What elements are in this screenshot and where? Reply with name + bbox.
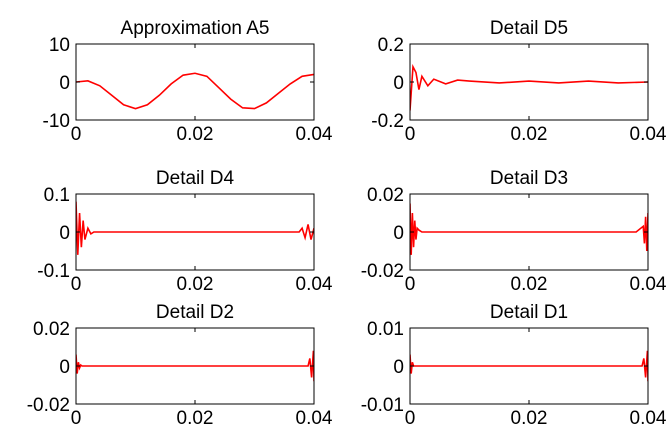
x-tick-label: 0.02 <box>177 124 214 145</box>
y-tick-label: -0.02 <box>27 395 70 416</box>
subplot-title: Detail D2 <box>156 302 234 323</box>
y-tick-label: 0.1 <box>44 185 70 206</box>
subplot-5: Detail D20 0.02 0.040.020-0.02 <box>27 302 333 429</box>
x-tick-label: 0.04 <box>630 274 667 295</box>
x-tick-label: 0 <box>405 124 416 145</box>
y-tick-label: 0 <box>59 73 70 94</box>
subplot-6: Detail D10 0.02 0.040.010-0.01 <box>361 302 667 429</box>
series-line <box>76 72 314 110</box>
series-line <box>410 63 648 111</box>
series-line <box>76 350 314 382</box>
subplot-title: Approximation A5 <box>121 18 270 39</box>
series-line <box>410 350 648 382</box>
subplot-title: Detail D1 <box>490 302 568 323</box>
y-tick-label: 0.2 <box>378 35 404 56</box>
y-tick-label: 0.01 <box>367 319 404 340</box>
x-tick-label: 0.04 <box>296 408 333 429</box>
y-tick-label: 0 <box>59 357 70 378</box>
series-line <box>410 203 648 255</box>
y-tick-label: 0 <box>59 223 70 244</box>
y-tick-label: -0.1 <box>37 261 70 282</box>
y-tick-label: 0.02 <box>33 319 70 340</box>
subplot-title: Detail D4 <box>156 168 235 189</box>
axes-frame <box>75 43 315 121</box>
series-line <box>76 201 314 255</box>
y-tick-label: -0.01 <box>361 395 404 416</box>
x-tick-label: 0.04 <box>630 408 667 429</box>
y-tick-label: -10 <box>43 111 70 132</box>
x-tick-label: 0 <box>405 274 416 295</box>
x-tick-label: 0.02 <box>511 274 548 295</box>
x-tick-label: 0 <box>405 408 416 429</box>
x-tick-label: 0.04 <box>296 124 333 145</box>
x-tick-label: 0 <box>71 408 82 429</box>
subplot-4: Detail D30 0.02 0.040.020-0.02 <box>361 168 667 295</box>
x-tick-label: 0.04 <box>630 124 667 145</box>
y-tick-label: 0 <box>393 357 404 378</box>
subplot-title: Detail D3 <box>490 168 568 189</box>
x-tick-label: 0.02 <box>177 274 214 295</box>
y-tick-label: -0.2 <box>371 111 404 132</box>
subplot-title: Detail D5 <box>490 18 568 39</box>
y-tick-label: 0 <box>393 73 404 94</box>
y-tick-label: 0 <box>393 223 404 244</box>
x-tick-label: 0.02 <box>511 408 548 429</box>
y-tick-label: 10 <box>49 35 70 56</box>
subplot-2: Detail D50 0.02 0.040.20-0.2 <box>371 18 667 145</box>
y-tick-label: -0.02 <box>361 261 404 282</box>
y-tick-label: 0.02 <box>367 185 404 206</box>
subplot-3: Detail D40 0.02 0.040.10-0.1 <box>37 168 333 295</box>
x-tick-label: 0.04 <box>296 274 333 295</box>
x-tick-label: 0 <box>71 124 82 145</box>
x-tick-label: 0 <box>71 274 82 295</box>
x-tick-label: 0.02 <box>511 124 548 145</box>
x-tick-label: 0.02 <box>177 408 214 429</box>
